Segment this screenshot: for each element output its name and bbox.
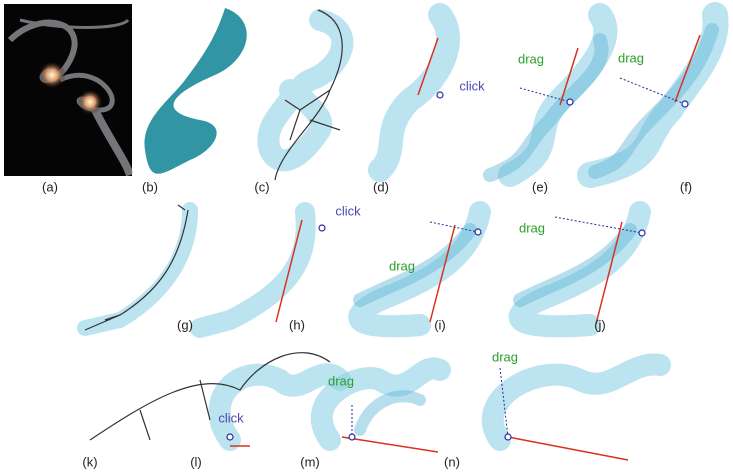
panel-label: (k) [82,454,97,469]
panel-label: (a) [42,179,58,194]
particle-cloud [144,8,246,174]
galaxy-core [77,89,103,115]
annotation: click [335,203,361,218]
panel-label: (c) [254,179,269,194]
panel-label: (e) [532,179,548,194]
panel-label: (g) [177,317,193,332]
panel-label: (i) [434,317,446,332]
figure: (a) (b) (c) (d) click (e) drag (f) drag (g) (h) cli… [0,0,733,472]
panel-label: (h) [289,317,305,332]
annotation: click [218,410,244,425]
galaxy-core [38,61,66,89]
annotation: drag [328,373,354,388]
panel-label: (f) [680,179,692,194]
panel-label: (b) [142,179,158,194]
panel-label: (m) [300,454,320,469]
panel-label: (n) [444,454,460,469]
panel-label: (j) [594,317,606,332]
annotation: drag [518,51,544,66]
annotation: drag [519,220,545,235]
annotation: click [459,78,485,93]
panel-label: (d) [373,179,389,194]
annotation: drag [618,50,644,65]
annotation: drag [492,349,518,364]
annotation: drag [389,258,415,273]
panel-label: (l) [190,454,202,469]
